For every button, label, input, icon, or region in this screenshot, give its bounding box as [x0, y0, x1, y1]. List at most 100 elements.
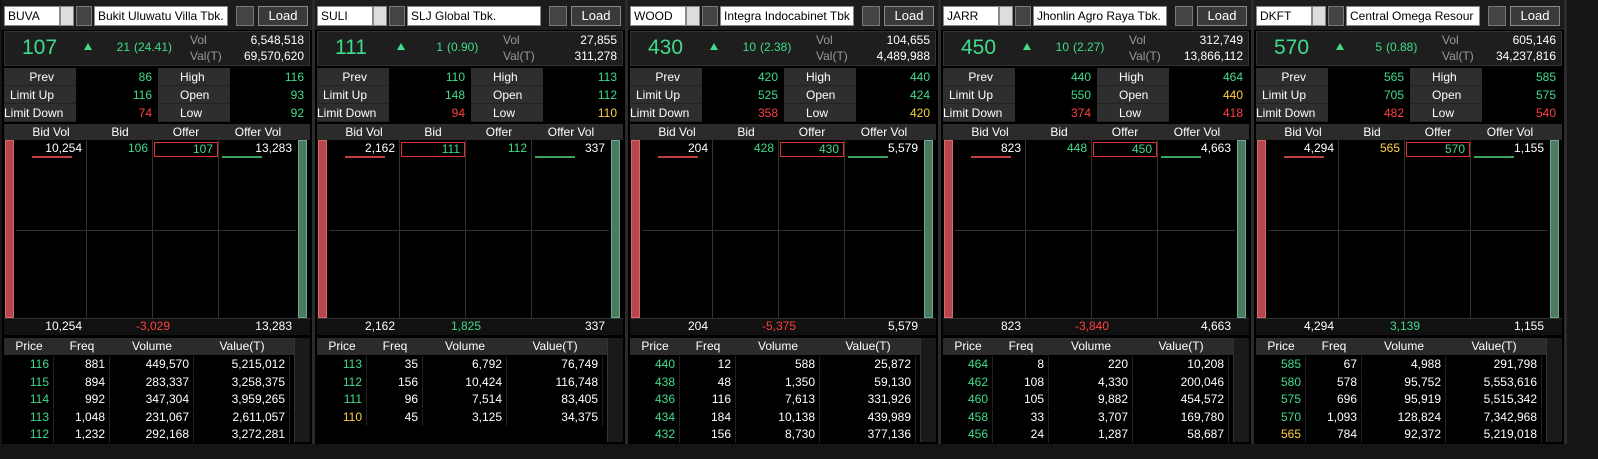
- code-input[interactable]: BUVA: [4, 6, 60, 26]
- swap-button[interactable]: [1175, 6, 1193, 26]
- book-cell: 2,162: [364, 142, 395, 155]
- book-total: 10,254: [45, 319, 82, 333]
- name-input[interactable]: Jhonlin Agro Raya Tbk.: [1033, 6, 1167, 26]
- trade-cell: 436: [630, 391, 680, 408]
- trade-cell: 231,067: [110, 408, 194, 426]
- trade-cell: 283,337: [110, 373, 194, 391]
- code-dropdown[interactable]: [373, 6, 387, 26]
- trade-cell: 25,872: [820, 356, 916, 373]
- book-cell: 1,155: [1513, 142, 1544, 155]
- book-cell: 448: [1066, 142, 1087, 155]
- trade-header: Volume: [1070, 339, 1112, 353]
- name-input[interactable]: Bukit Uluwatu Villa Tbk.: [94, 6, 228, 26]
- trade-cell: 220: [1049, 356, 1133, 373]
- trade-cell: 34,375: [507, 408, 603, 426]
- swap-button[interactable]: [1488, 6, 1506, 26]
- book-grid: [1268, 230, 1548, 231]
- trade-cell: 35: [367, 356, 423, 373]
- book-header: Offer Vol: [1173, 125, 1221, 139]
- trade-cell: 105: [993, 391, 1049, 408]
- book-grid: [399, 140, 400, 318]
- book-total: 4,663: [1200, 319, 1231, 333]
- trade-cell: 83,405: [507, 391, 603, 408]
- trade-header-bg: [943, 338, 1249, 355]
- load-button[interactable]: Load: [571, 6, 621, 26]
- swap-button[interactable]: [862, 6, 880, 26]
- trade-cell: 462: [943, 373, 993, 391]
- vol-value: 6,548,518: [250, 33, 304, 47]
- offer-bar: [611, 140, 620, 318]
- book-header: Offer Vol: [1486, 125, 1534, 139]
- trade-cell: 10,138: [736, 408, 820, 426]
- scrollbar[interactable]: [920, 338, 936, 442]
- stat-label: Limit Down: [630, 104, 702, 122]
- search-button[interactable]: [76, 6, 92, 26]
- book-cell: 450: [1093, 142, 1157, 157]
- code-input[interactable]: SULI: [317, 6, 373, 26]
- search-button[interactable]: [1015, 6, 1031, 26]
- book-total: 2,162: [364, 319, 395, 333]
- stat-value: 565: [1383, 70, 1404, 84]
- last-price: 450: [961, 36, 997, 59]
- trade-header: Volume: [1383, 339, 1425, 353]
- trade-header: Volume: [757, 339, 799, 353]
- book-cell: 430: [780, 142, 844, 157]
- scrollbar[interactable]: [1546, 338, 1562, 442]
- scrollbar[interactable]: [294, 338, 310, 442]
- stat-label: Open: [1097, 86, 1169, 104]
- scrollbar[interactable]: [607, 338, 623, 442]
- swap-button[interactable]: [236, 6, 254, 26]
- trade-cell: 4,330: [1049, 373, 1133, 391]
- offer-depth: [1161, 156, 1201, 158]
- trade-header-bg: [1256, 338, 1562, 355]
- stat-value: 440: [1222, 88, 1243, 102]
- swap-button[interactable]: [549, 6, 567, 26]
- stat-value: 424: [909, 88, 930, 102]
- stat-label: Limit Down: [943, 104, 1015, 122]
- up-arrow: [397, 43, 405, 50]
- trade-header: Value(T): [532, 339, 578, 353]
- scrollbar[interactable]: [1233, 338, 1249, 442]
- code-input[interactable]: DKFT: [1256, 6, 1312, 26]
- search-button[interactable]: [1328, 6, 1344, 26]
- code-dropdown[interactable]: [60, 6, 74, 26]
- trade-cell: 5,515,342: [1446, 391, 1542, 408]
- load-button[interactable]: Load: [258, 6, 308, 26]
- code-input[interactable]: WOOD: [630, 6, 686, 26]
- stat-label: Prev: [317, 68, 389, 86]
- code-dropdown[interactable]: [999, 6, 1013, 26]
- search-button[interactable]: [702, 6, 718, 26]
- vol-label: Vol: [503, 33, 520, 47]
- code-dropdown[interactable]: [1312, 6, 1326, 26]
- book-grid: [86, 140, 87, 318]
- name-input[interactable]: SLJ Global Tbk.: [407, 6, 541, 26]
- book-header: Offer Vol: [234, 125, 282, 139]
- book-cell: 13,283: [255, 142, 292, 155]
- code-dropdown[interactable]: [686, 6, 700, 26]
- load-button[interactable]: Load: [1197, 6, 1247, 26]
- stat-value: 148: [444, 88, 465, 102]
- trade-cell: 575: [1256, 391, 1306, 408]
- book-header: Bid Vol: [32, 125, 70, 139]
- code-input[interactable]: JARR: [943, 6, 999, 26]
- stat-value: 92: [290, 106, 304, 120]
- name-input[interactable]: Central Omega Resour: [1346, 6, 1480, 26]
- load-button[interactable]: Load: [1510, 6, 1560, 26]
- load-button[interactable]: Load: [884, 6, 934, 26]
- stat-label: Limit Up: [4, 86, 76, 104]
- trade-cell: 33: [993, 408, 1049, 426]
- change: 10: [1055, 40, 1069, 54]
- trade-cell: 24: [993, 426, 1049, 443]
- stat-value: 116: [132, 88, 152, 102]
- search-button[interactable]: [389, 6, 405, 26]
- stat-label: Limit Down: [4, 104, 76, 122]
- trade-cell: 377,136: [820, 426, 916, 443]
- offer-depth: [222, 156, 262, 158]
- name-input[interactable]: Integra Indocabinet Tbk: [720, 6, 854, 26]
- trade-cell: 578: [1306, 373, 1362, 391]
- stat-value: 420: [757, 70, 778, 84]
- bid-bar: [944, 140, 953, 318]
- trade-header: Volume: [131, 339, 173, 353]
- trade-cell: 112: [317, 373, 367, 391]
- trade-cell: 464: [943, 356, 993, 373]
